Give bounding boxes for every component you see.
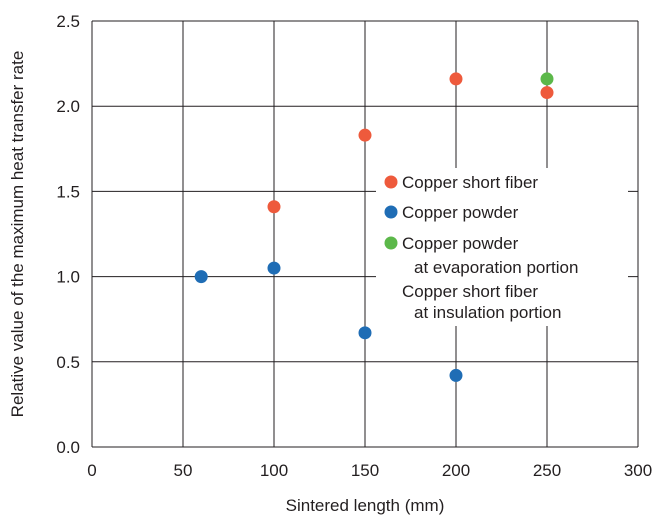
- y-tick-labels: 0.0 0.5 1.0 1.5 2.0 2.5: [56, 12, 80, 457]
- x-tick-label-6: 300: [624, 461, 652, 480]
- data-point-s2-0: [540, 72, 554, 86]
- data-point-s0-1: [358, 128, 372, 142]
- legend-marker-copper-short-fiber: [384, 175, 398, 189]
- y-axis-label: Relative value of the maximum heat trans…: [8, 51, 27, 418]
- legend-label-line3: Copper short fiber: [402, 282, 538, 301]
- legend-marker-copper-powder: [384, 205, 398, 219]
- y-tick-label-4: 2.0: [56, 97, 80, 116]
- data-point-s1-0: [194, 270, 208, 284]
- x-tick-label-4: 200: [442, 461, 470, 480]
- data-point-s0-0: [267, 200, 281, 214]
- legend-label-line2: at evaporation portion: [414, 258, 578, 277]
- legend-label-line4: at insulation portion: [414, 303, 561, 322]
- y-tick-label-3: 1.5: [56, 182, 80, 201]
- legend-background: [376, 168, 628, 326]
- data-point-s0-2: [449, 72, 463, 86]
- x-tick-label-0: 0: [87, 461, 96, 480]
- x-axis-label: Sintered length (mm): [286, 496, 445, 515]
- legend-label-line1: Copper powder: [402, 234, 519, 253]
- y-tick-label-1: 0.5: [56, 353, 80, 372]
- legend-label-copper-powder: Copper powder: [402, 203, 519, 222]
- data-point-s0-3: [540, 86, 554, 100]
- x-tick-labels: 0 50 100 150 200 250 300: [87, 461, 652, 480]
- y-tick-label-0: 0.0: [56, 438, 80, 457]
- x-tick-label-5: 250: [533, 461, 561, 480]
- y-tick-label-5: 2.5: [56, 12, 80, 31]
- x-tick-label-2: 100: [260, 461, 288, 480]
- x-tick-label-3: 150: [351, 461, 379, 480]
- legend-marker-copper-powder-evaporation: [384, 236, 398, 250]
- y-tick-label-2: 1.0: [56, 268, 80, 287]
- data-point-s1-3: [449, 368, 463, 382]
- legend: Copper short fiber Copper powder Copper …: [384, 173, 578, 322]
- data-point-s1-2: [358, 326, 372, 340]
- data-points: [194, 72, 554, 382]
- legend-label-copper-short-fiber: Copper short fiber: [402, 173, 538, 192]
- data-point-s1-1: [267, 261, 281, 275]
- x-tick-label-1: 50: [174, 461, 193, 480]
